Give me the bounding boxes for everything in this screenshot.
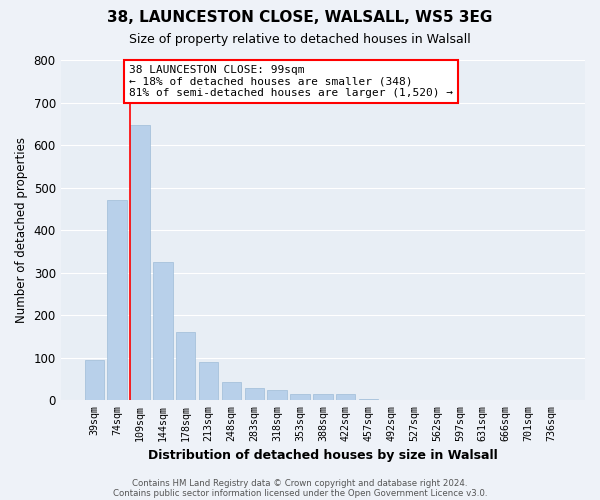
Bar [313, 394, 332, 400]
Bar [245, 388, 264, 400]
Y-axis label: Number of detached properties: Number of detached properties [15, 137, 28, 323]
Bar [176, 332, 196, 400]
X-axis label: Distribution of detached houses by size in Walsall: Distribution of detached houses by size … [148, 450, 498, 462]
Text: 38, LAUNCESTON CLOSE, WALSALL, WS5 3EG: 38, LAUNCESTON CLOSE, WALSALL, WS5 3EG [107, 10, 493, 25]
Text: Contains public sector information licensed under the Open Government Licence v3: Contains public sector information licen… [113, 488, 487, 498]
Bar [85, 360, 104, 401]
Bar [221, 382, 241, 400]
Text: Size of property relative to detached houses in Walsall: Size of property relative to detached ho… [129, 32, 471, 46]
Bar [130, 124, 149, 400]
Bar [153, 262, 173, 400]
Bar [359, 398, 378, 400]
Bar [199, 362, 218, 401]
Bar [107, 200, 127, 400]
Bar [290, 394, 310, 400]
Text: Contains HM Land Registry data © Crown copyright and database right 2024.: Contains HM Land Registry data © Crown c… [132, 478, 468, 488]
Bar [268, 390, 287, 400]
Bar [336, 394, 355, 400]
Text: 38 LAUNCESTON CLOSE: 99sqm
← 18% of detached houses are smaller (348)
81% of sem: 38 LAUNCESTON CLOSE: 99sqm ← 18% of deta… [129, 65, 453, 98]
